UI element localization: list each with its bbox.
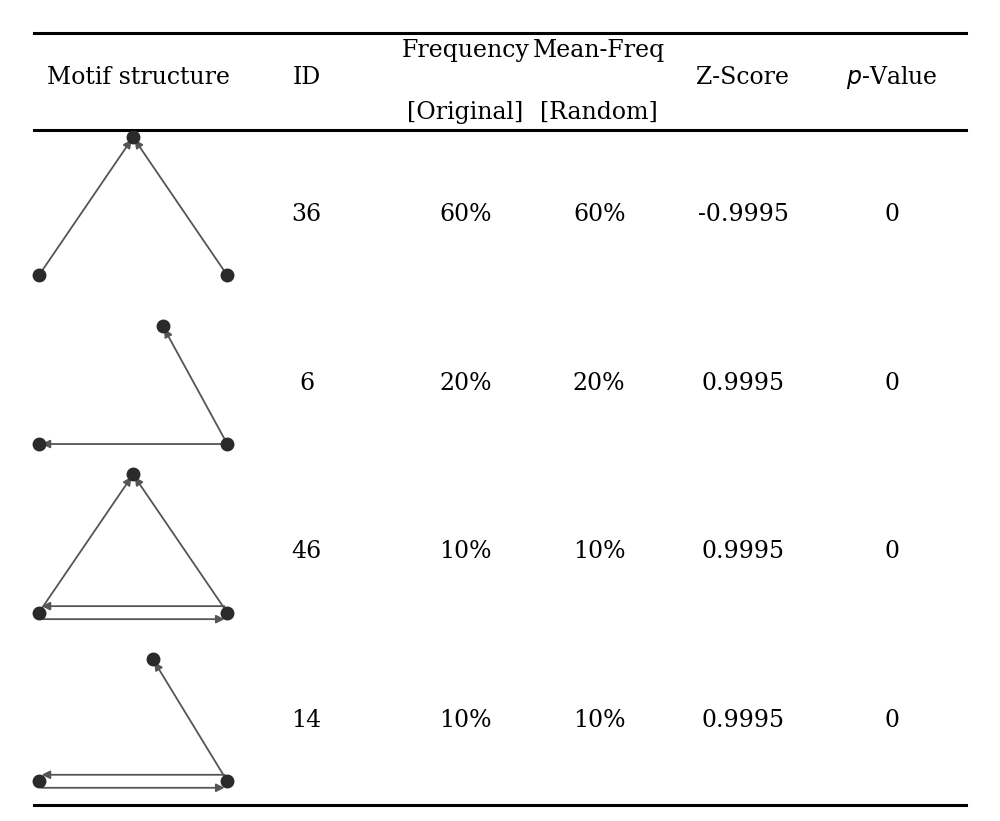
Text: 60%: 60% — [439, 203, 492, 226]
Text: 36: 36 — [292, 203, 322, 226]
Text: 0: 0 — [884, 203, 899, 226]
Text: 0.9995: 0.9995 — [701, 709, 784, 732]
Text: [Original]: [Original] — [407, 101, 523, 124]
Text: 0: 0 — [884, 540, 899, 563]
Text: Frequency: Frequency — [401, 39, 529, 62]
Text: 6: 6 — [299, 372, 314, 395]
Text: 10%: 10% — [573, 540, 625, 563]
Text: -0.9995: -0.9995 — [698, 203, 788, 226]
Text: 20%: 20% — [573, 372, 625, 395]
Text: $p$-Value: $p$-Value — [846, 64, 938, 91]
Text: 60%: 60% — [573, 203, 625, 226]
Text: Z-Score: Z-Score — [696, 66, 789, 89]
Text: 0: 0 — [884, 372, 899, 395]
Text: [Random]: [Random] — [540, 101, 658, 124]
Text: 14: 14 — [292, 709, 322, 732]
Text: 20%: 20% — [439, 372, 492, 395]
Text: 10%: 10% — [439, 709, 492, 732]
Text: 0: 0 — [884, 709, 899, 732]
Text: 0.9995: 0.9995 — [701, 540, 784, 563]
Text: 0.9995: 0.9995 — [701, 372, 784, 395]
Text: Mean-Freq: Mean-Freq — [533, 39, 665, 62]
Text: ID: ID — [293, 66, 321, 89]
Text: Motif structure: Motif structure — [47, 66, 230, 89]
Text: 10%: 10% — [573, 709, 625, 732]
Text: 46: 46 — [292, 540, 322, 563]
Text: 10%: 10% — [439, 540, 492, 563]
